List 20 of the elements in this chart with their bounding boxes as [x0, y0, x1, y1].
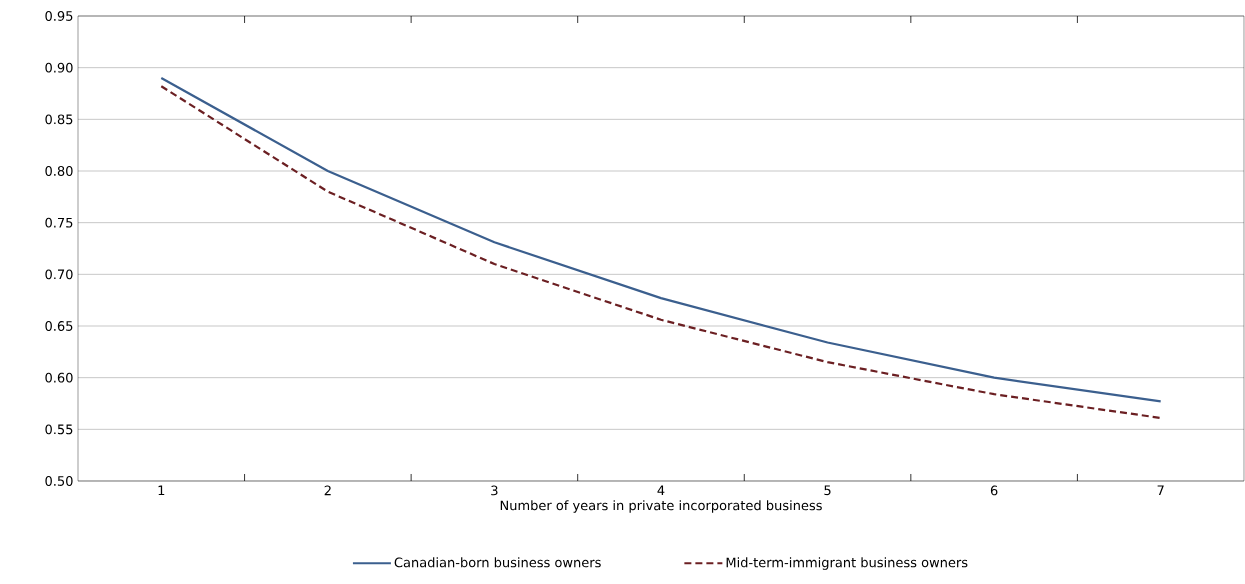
x-tick-label: 7 — [1157, 485, 1164, 496]
x-tick-label: 3 — [491, 485, 498, 496]
y-tick-label: 0.85 — [45, 114, 73, 125]
y-tick-label: 0.90 — [45, 62, 73, 73]
x-tick-label: 1 — [158, 485, 165, 496]
x-tick-label: 2 — [324, 485, 331, 496]
y-tick-label: 0.95 — [45, 11, 73, 21]
x-tick-label: 4 — [657, 485, 665, 496]
legend-label: Mid-term-immigrant business owners — [726, 557, 968, 570]
y-tick-label: 0.65 — [45, 321, 73, 331]
x-tick-label: 6 — [990, 485, 998, 496]
y-tick-label: 0.55 — [45, 424, 73, 435]
y-tick-label: 0.70 — [45, 269, 73, 280]
x-tick-label: 5 — [824, 485, 831, 496]
y-tick-label: 0.80 — [45, 166, 73, 176]
y-tick-label: 0.60 — [45, 372, 73, 383]
y-tick-label: 0.75 — [45, 217, 73, 228]
x-axis-title: Number of years in private incorporated business — [500, 500, 822, 513]
y-tick-label: 0.50 — [45, 476, 73, 486]
legend-label: Canadian-born business owners — [394, 557, 601, 568]
